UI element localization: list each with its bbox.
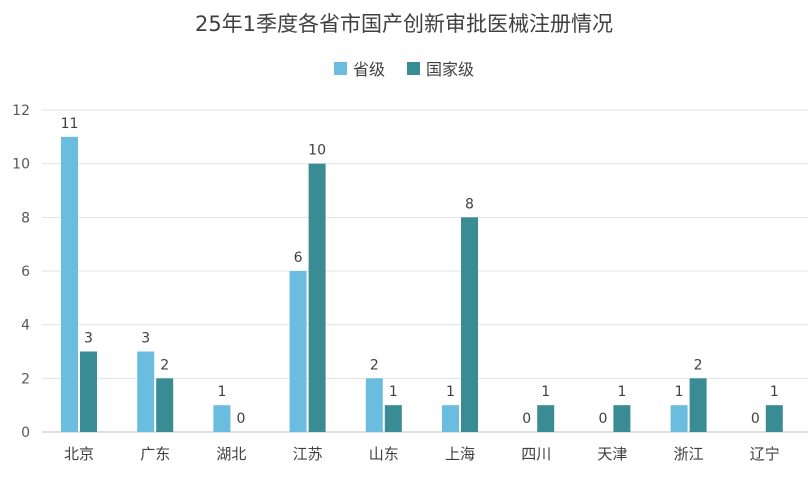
data-label: 2 <box>370 357 379 373</box>
chart-title: 25年1季度各省市国产创新审批医械注册情况 <box>194 12 614 36</box>
legend-swatch-national <box>407 61 420 75</box>
legend-label-national: 国家级 <box>426 60 475 79</box>
data-label: 1 <box>446 384 455 400</box>
data-label: 1 <box>389 384 398 400</box>
data-label: 1 <box>217 384 226 400</box>
x-tick-label: 山东 <box>369 445 399 463</box>
bar <box>670 405 688 432</box>
bar <box>213 405 231 432</box>
bar <box>80 351 97 432</box>
data-label: 2 <box>160 357 169 373</box>
legend-swatch-provincial <box>333 61 347 75</box>
data-label: 8 <box>465 196 474 212</box>
x-tick-label: 浙江 <box>674 445 704 463</box>
x-tick-label: 天津 <box>597 445 627 463</box>
legend-item-provincial: 省级 <box>333 56 385 80</box>
data-label: 0 <box>751 411 760 427</box>
bar <box>537 405 555 432</box>
data-label: 1 <box>617 384 626 400</box>
legend-item-national: 国家级 <box>407 56 474 80</box>
x-tick-label: 辽宁 <box>750 445 780 463</box>
data-label: 1 <box>770 384 779 400</box>
bar <box>765 405 783 432</box>
data-label: 3 <box>141 331 150 347</box>
bar <box>442 405 459 432</box>
y-tick-label: 0 <box>21 425 30 441</box>
legend-label-provincial: 省级 <box>352 60 385 79</box>
bar <box>137 351 155 432</box>
x-tick-label: 广东 <box>140 445 170 463</box>
data-label: 0 <box>522 411 531 427</box>
data-label: 6 <box>294 250 303 266</box>
data-label: 0 <box>236 411 245 427</box>
data-label: 11 <box>61 116 79 132</box>
y-tick-label: 2 <box>21 371 30 387</box>
legend: 省级 国家级 <box>0 56 808 80</box>
x-tick-label: 湖北 <box>216 445 246 463</box>
bar <box>289 271 307 432</box>
x-tick-label: 四川 <box>521 445 551 463</box>
x-tick-label: 江苏 <box>293 445 323 463</box>
data-label: 2 <box>694 357 703 373</box>
y-tick-label: 4 <box>21 318 30 334</box>
data-label: 3 <box>84 331 93 347</box>
x-tick-label: 上海 <box>445 445 475 463</box>
data-label: 1 <box>541 384 550 400</box>
data-label: 10 <box>308 143 326 159</box>
x-tick-label: 北京 <box>64 445 94 463</box>
bar <box>61 136 78 433</box>
bar <box>308 163 326 432</box>
bar <box>156 378 174 432</box>
bar <box>613 405 631 432</box>
data-label: 1 <box>675 384 684 400</box>
bar <box>461 217 478 432</box>
bar <box>365 378 383 432</box>
y-tick-label: 8 <box>21 210 30 226</box>
data-label: 0 <box>598 411 607 427</box>
y-tick-label: 6 <box>21 264 30 280</box>
y-tick-label: 10 <box>12 157 30 173</box>
bar <box>689 378 707 432</box>
bar <box>384 405 402 432</box>
y-tick-label: 12 <box>12 103 30 119</box>
